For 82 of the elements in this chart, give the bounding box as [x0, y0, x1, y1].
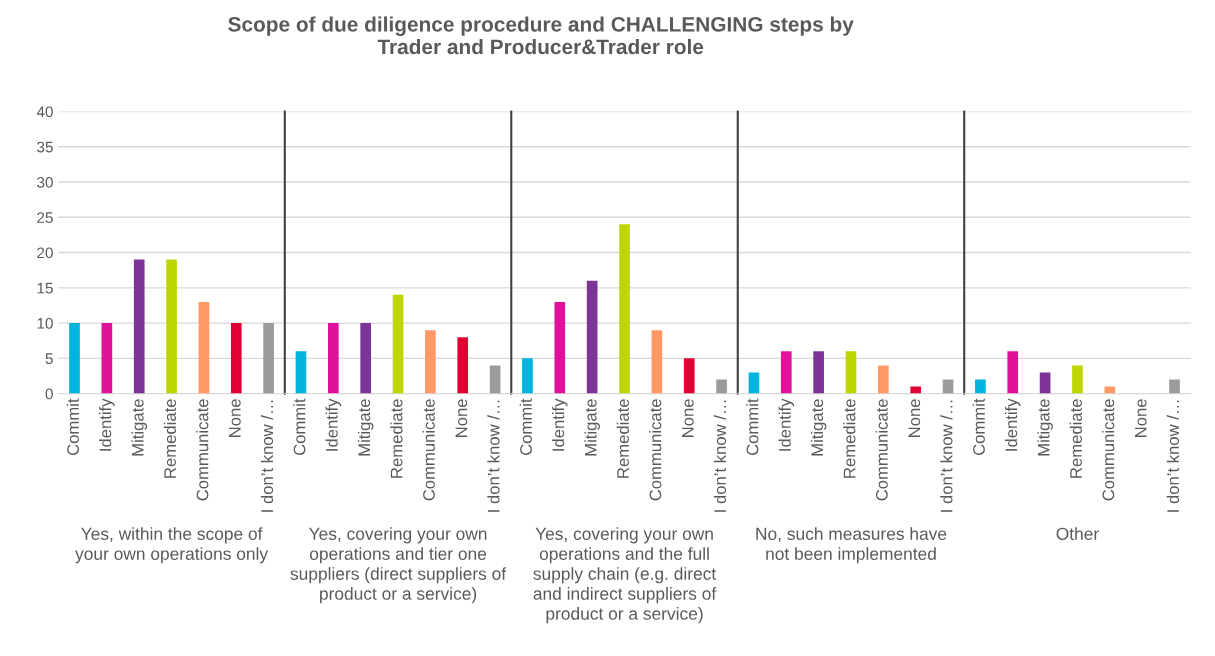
- x-tick-label: Identify: [1004, 398, 1021, 451]
- bar: [327, 323, 339, 394]
- x-tick-label: None: [229, 399, 241, 437]
- x-tick-label: None: [908, 399, 921, 437]
- x-tick-label: Commit: [293, 398, 306, 456]
- y-tick-label: 25: [37, 212, 53, 223]
- bar: [554, 301, 566, 394]
- y-tick-label: 30: [37, 176, 53, 188]
- bar: [651, 330, 663, 394]
- bar: [780, 351, 792, 394]
- bar: [1039, 372, 1051, 394]
- x-tick-label: I don’t know /…: [487, 400, 500, 512]
- x-tick-label: Communicate: [1102, 399, 1115, 501]
- y-tick-label: 15: [37, 282, 53, 294]
- x-tick-label: Remediate: [616, 399, 629, 478]
- x-tick-label: Remediate: [1069, 399, 1082, 478]
- x-tick-label: Commit: [972, 398, 985, 456]
- x-axis-title: No, such measures have not been implemented: [756, 527, 947, 564]
- bar: [360, 323, 372, 394]
- x-axis-title: Yes, within the scope of your own operations only: [75, 527, 269, 564]
- x-tick-label: Mitigate: [810, 399, 827, 456]
- bar: [683, 358, 695, 394]
- x-tick-label: Communicate: [196, 399, 209, 501]
- bar: [748, 372, 760, 394]
- bar: [975, 379, 986, 394]
- text: Scope of due diligence procedure and CHALLENGING steps by Trader and Producer&Trader role: [228, 16, 854, 55]
- bar: [263, 323, 274, 394]
- x-axis-title: Other: [1056, 527, 1099, 540]
- x-tick-label: Remediate: [390, 399, 403, 478]
- bar: [392, 294, 404, 394]
- bar: [1007, 351, 1019, 394]
- bar: [845, 351, 857, 394]
- x-tick-label: None: [455, 399, 468, 437]
- x-axis-title: Yes, covering your own operations and the full supply chain (e.g. direct and indirect suppliers of product or a service): [533, 527, 717, 624]
- y-tick-label: 20: [37, 247, 53, 259]
- bar: [619, 224, 630, 394]
- x-axis-title: Yes, covering your own operations and tier one suppliers (direct suppliers of product or a service): [290, 527, 507, 604]
- y-tick-label: 0: [45, 388, 53, 400]
- bar: [198, 301, 210, 394]
- x-tick-label: None: [1135, 399, 1147, 437]
- bar: [230, 323, 242, 394]
- x-tick-label: Mitigate: [357, 399, 374, 456]
- x-tick-label: Mitigate: [131, 399, 147, 456]
- x-tick-label: I don’t know /…: [713, 400, 727, 512]
- bar: [166, 259, 177, 394]
- bar: [716, 379, 727, 394]
- bar: [1169, 379, 1180, 394]
- x-tick-label: I don’t know /…: [260, 400, 274, 512]
- bar: [489, 365, 501, 394]
- x-tick-label: Mitigate: [584, 399, 600, 456]
- x-tick-label: Identify: [778, 398, 795, 451]
- x-tick-label: Commit: [66, 398, 79, 456]
- y-tick-label: 35: [37, 141, 53, 153]
- x-tick-label: Identify: [552, 398, 568, 451]
- x-tick-label: Communicate: [875, 399, 888, 501]
- x-tick-label: Mitigate: [1037, 399, 1053, 456]
- bar: [425, 330, 436, 394]
- bar: [813, 351, 824, 394]
- x-tick-label: I don’t know /…: [1166, 400, 1179, 512]
- x-tick-label: Communicate: [422, 399, 435, 501]
- x-tick-label: Communicate: [649, 399, 662, 501]
- bar: [295, 351, 307, 394]
- x-tick-label: Identify: [325, 398, 342, 451]
- y-tick-label: 10: [37, 317, 53, 329]
- x-tick-label: Remediate: [843, 399, 856, 478]
- x-tick-label: Commit: [746, 398, 759, 456]
- bar: [586, 280, 598, 394]
- x-tick-label: None: [682, 399, 694, 437]
- bar: [133, 259, 145, 394]
- y-tick-label: 5: [45, 353, 53, 365]
- bar: [942, 379, 954, 394]
- x-tick-label: I don’t know /…: [940, 400, 953, 512]
- bar: [522, 358, 533, 394]
- bar: [878, 365, 889, 394]
- bar: [1072, 365, 1083, 394]
- x-tick-label: Remediate: [163, 399, 177, 478]
- bar: [69, 323, 80, 394]
- bar: [101, 323, 113, 394]
- x-tick-label: Identify: [99, 398, 115, 451]
- bar: [457, 337, 469, 394]
- x-tick-label: Commit: [519, 398, 532, 456]
- y-tick-label: 40: [36, 106, 53, 118]
